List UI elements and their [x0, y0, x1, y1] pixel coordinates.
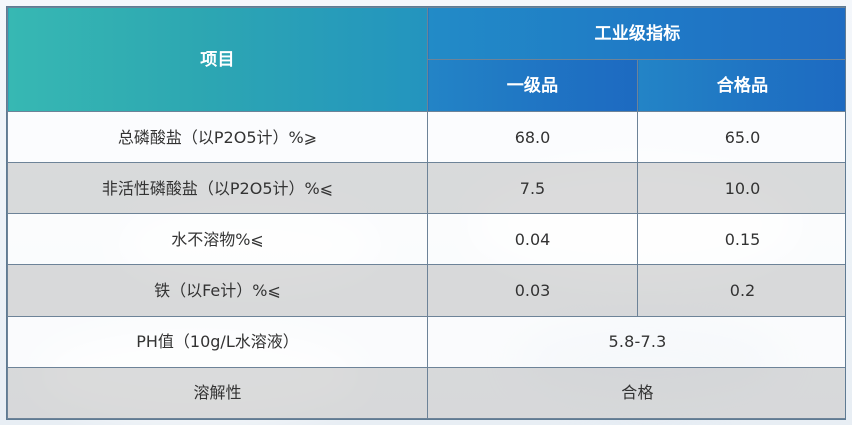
- row-1-item-label: 总磷酸盐（以P2O5计）%⩾: [117, 127, 318, 147]
- row-2-grade-1: 7.5: [427, 162, 638, 215]
- table-header: 项目 工业级指标 一级品 合格品: [7, 7, 845, 112]
- row-2-grade-1-value: 7.5: [519, 178, 546, 198]
- spec-table-container: 项目 工业级指标 一级品 合格品 总磷酸盐（以P2O5计）%⩾: [6, 6, 846, 420]
- row-2-grade-2-value: 10.0: [724, 178, 761, 198]
- row-5-merged-value: 5.8-7.3: [608, 332, 667, 352]
- header-industrial-grade-label: 工业级指标: [594, 23, 681, 44]
- spec-table: 项目 工业级指标 一级品 合格品 总磷酸盐（以P2O5计）%⩾: [7, 7, 845, 419]
- table-row-total-phosphate: 总磷酸盐（以P2O5计）%⩾ 68.0 65.0: [7, 110, 845, 164]
- header-grade-2-label: 合格品: [716, 75, 769, 96]
- header-industrial-grade: 工业级指标: [427, 7, 845, 60]
- row-6-merged-value: 合格: [621, 383, 654, 403]
- table-row-water-insoluble: 水不溶物%⩽ 0.04 0.15: [7, 213, 845, 266]
- header-grade-1-label: 一级品: [506, 75, 559, 96]
- row-1-grade-2-value: 65.0: [724, 127, 761, 147]
- row-1-grade-2: 65.0: [637, 110, 845, 164]
- row-1-grade-1-value: 68.0: [514, 127, 551, 147]
- row-2-item-label: 非活性磷酸盐（以P2O5计）%⩽: [101, 178, 334, 198]
- row-3-grade-1: 0.04: [427, 213, 638, 266]
- row-3-grade-2-value: 0.15: [724, 229, 761, 249]
- row-4-item-label: 铁（以Fe计）%⩽: [154, 281, 281, 301]
- header-row-primary: 项目 工业级指标: [7, 7, 845, 112]
- row-6-item-label: 溶解性: [193, 383, 242, 403]
- row-3-grade-2: 0.15: [637, 213, 845, 266]
- row-4-grade-1: 0.03: [427, 264, 638, 317]
- header-grade-1: 一级品: [427, 59, 638, 112]
- table-body: 总磷酸盐（以P2O5计）%⩾ 68.0 65.0 非活性磷酸盐（以P2O5计）%…: [7, 110, 845, 419]
- row-3-item-label: 水不溶物%⩽: [171, 229, 264, 249]
- row-2-grade-2: 10.0: [637, 162, 845, 215]
- header-row-secondary: 一级品 合格品: [8, 59, 845, 112]
- row-1-grade-1: 68.0: [427, 110, 638, 164]
- row-4-item: 铁（以Fe计）%⩽: [7, 264, 428, 317]
- header-grade-2: 合格品: [637, 59, 845, 112]
- row-4-grade-1-value: 0.03: [514, 281, 551, 301]
- row-5-item: PH值（10g/L水溶液）: [7, 315, 428, 368]
- row-5-merged-value-cell: 5.8-7.3: [427, 315, 845, 368]
- table-row-inactive-phosphate: 非活性磷酸盐（以P2O5计）%⩽ 7.5 10.0: [7, 162, 845, 215]
- row-3-item: 水不溶物%⩽: [7, 213, 428, 266]
- table-row-solubility: 溶解性 合格: [7, 366, 845, 419]
- header-item: 项目: [7, 7, 428, 112]
- table-row-ph-value: PH值（10g/L水溶液） 5.8-7.3: [7, 315, 845, 368]
- header-item-label: 项目: [200, 49, 235, 70]
- row-4-grade-2-value: 0.2: [729, 281, 756, 301]
- row-6-item: 溶解性: [7, 366, 428, 419]
- row-1-item: 总磷酸盐（以P2O5计）%⩾: [7, 110, 428, 164]
- row-3-grade-1-value: 0.04: [514, 229, 551, 249]
- row-6-merged-value-cell: 合格: [427, 366, 845, 419]
- row-4-grade-2: 0.2: [637, 264, 845, 317]
- row-5-item-label: PH值（10g/L水溶液）: [136, 332, 299, 352]
- table-row-iron: 铁（以Fe计）%⩽ 0.03 0.2: [7, 264, 845, 317]
- row-2-item: 非活性磷酸盐（以P2O5计）%⩽: [7, 162, 428, 215]
